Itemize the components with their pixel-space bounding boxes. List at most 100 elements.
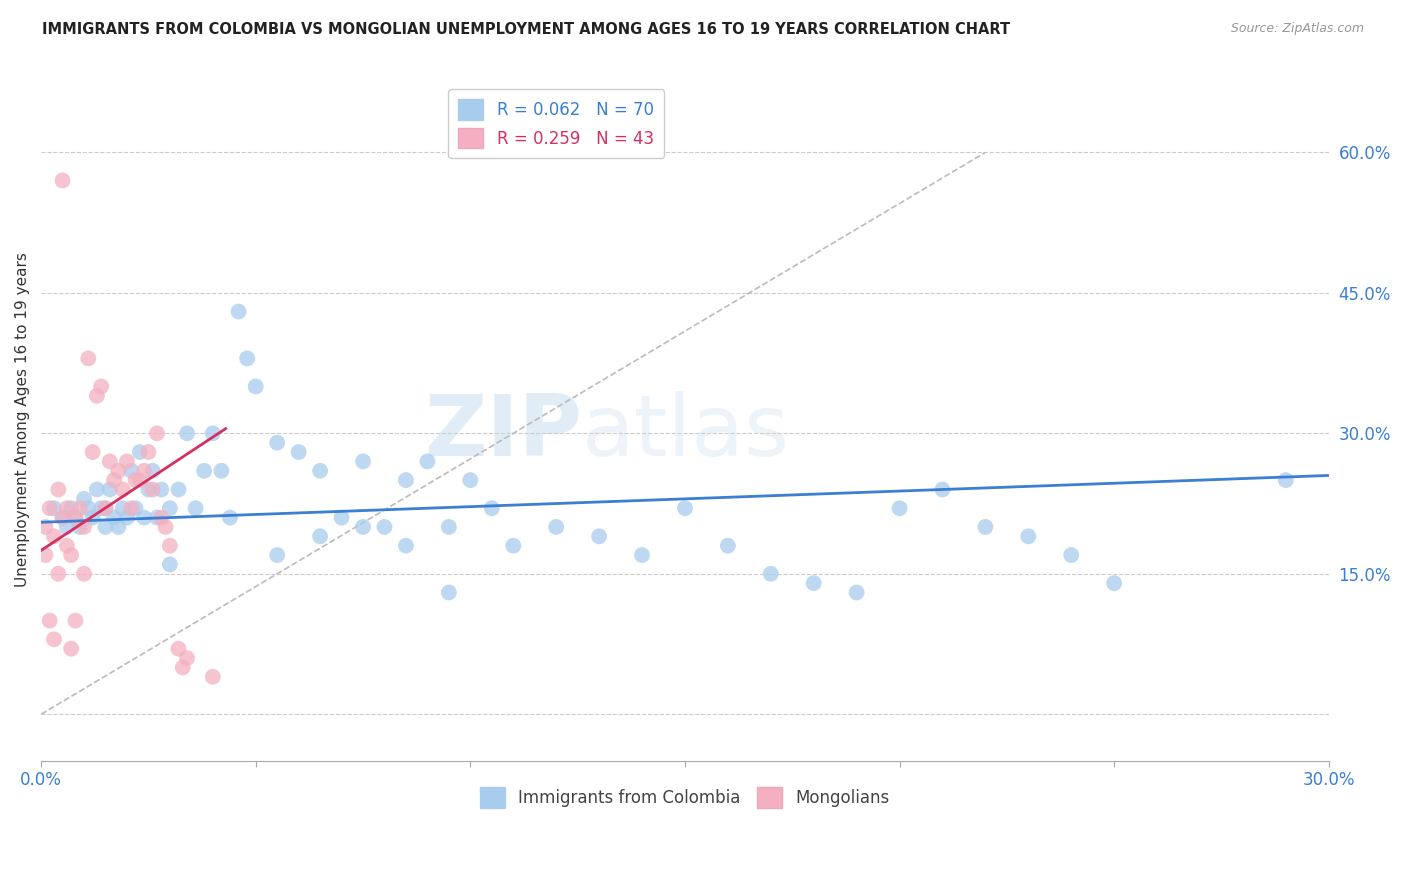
Point <box>73 566 96 581</box>
Point <box>245 379 267 393</box>
Point <box>437 520 460 534</box>
Point <box>124 501 146 516</box>
Point <box>460 473 482 487</box>
Point <box>56 520 79 534</box>
Point <box>546 520 568 534</box>
Point <box>98 454 121 468</box>
Point <box>266 435 288 450</box>
Point <box>416 454 439 468</box>
Point <box>172 660 194 674</box>
Point <box>803 576 825 591</box>
Point <box>52 173 75 187</box>
Point <box>42 632 65 647</box>
Point <box>120 464 142 478</box>
Point <box>56 501 79 516</box>
Point <box>159 558 181 572</box>
Point <box>94 501 117 516</box>
Point <box>107 464 129 478</box>
Point <box>193 464 215 478</box>
Point <box>65 510 87 524</box>
Point <box>673 501 696 516</box>
Point <box>155 520 177 534</box>
Point <box>52 510 75 524</box>
Point <box>974 520 997 534</box>
Point <box>1060 548 1083 562</box>
Point <box>236 351 259 366</box>
Point <box>77 501 100 516</box>
Point <box>94 520 117 534</box>
Point <box>889 501 911 516</box>
Point <box>146 426 169 441</box>
Point <box>1275 473 1298 487</box>
Point <box>115 510 138 524</box>
Text: atlas: atlas <box>582 392 790 475</box>
Point <box>138 483 160 497</box>
Point <box>287 445 309 459</box>
Point <box>115 454 138 468</box>
Text: IMMIGRANTS FROM COLOMBIA VS MONGOLIAN UNEMPLOYMENT AMONG AGES 16 TO 19 YEARS COR: IMMIGRANTS FROM COLOMBIA VS MONGOLIAN UN… <box>42 22 1011 37</box>
Point <box>588 529 610 543</box>
Text: Source: ZipAtlas.com: Source: ZipAtlas.com <box>1230 22 1364 36</box>
Point <box>86 389 108 403</box>
Point <box>352 520 374 534</box>
Point <box>98 483 121 497</box>
Point <box>73 520 96 534</box>
Point <box>167 483 190 497</box>
Point <box>502 539 524 553</box>
Point <box>103 473 125 487</box>
Point <box>128 473 150 487</box>
Point <box>150 510 173 524</box>
Point <box>373 520 395 534</box>
Point <box>395 473 418 487</box>
Point <box>150 483 173 497</box>
Point <box>142 464 165 478</box>
Point <box>111 483 134 497</box>
Point <box>65 510 87 524</box>
Point <box>77 351 100 366</box>
Point <box>330 510 353 524</box>
Point <box>1017 529 1039 543</box>
Point <box>138 445 160 459</box>
Y-axis label: Unemployment Among Ages 16 to 19 years: Unemployment Among Ages 16 to 19 years <box>15 252 30 587</box>
Point <box>395 539 418 553</box>
Point <box>124 473 146 487</box>
Point <box>82 510 104 524</box>
Point <box>46 483 69 497</box>
Point <box>352 454 374 468</box>
Point <box>94 501 117 516</box>
Point <box>38 614 60 628</box>
Point <box>46 566 69 581</box>
Point <box>42 529 65 543</box>
Point <box>86 483 108 497</box>
Point <box>56 539 79 553</box>
Point <box>142 483 165 497</box>
Text: ZIP: ZIP <box>425 392 582 475</box>
Point <box>34 548 56 562</box>
Point <box>931 483 953 497</box>
Point <box>845 585 868 599</box>
Point <box>107 520 129 534</box>
Point <box>82 445 104 459</box>
Point <box>38 501 60 516</box>
Point <box>309 464 332 478</box>
Point <box>266 548 288 562</box>
Point <box>128 445 150 459</box>
Point <box>717 539 740 553</box>
Point <box>481 501 503 516</box>
Point <box>103 510 125 524</box>
Point <box>159 501 181 516</box>
Point <box>60 548 83 562</box>
Point <box>60 501 83 516</box>
Point <box>631 548 654 562</box>
Point <box>759 566 782 581</box>
Point <box>219 510 242 524</box>
Point <box>146 510 169 524</box>
Point <box>201 670 224 684</box>
Point <box>52 510 75 524</box>
Point <box>69 501 91 516</box>
Point <box>184 501 207 516</box>
Point <box>65 614 87 628</box>
Point <box>134 464 156 478</box>
Point <box>209 464 232 478</box>
Point <box>176 426 198 441</box>
